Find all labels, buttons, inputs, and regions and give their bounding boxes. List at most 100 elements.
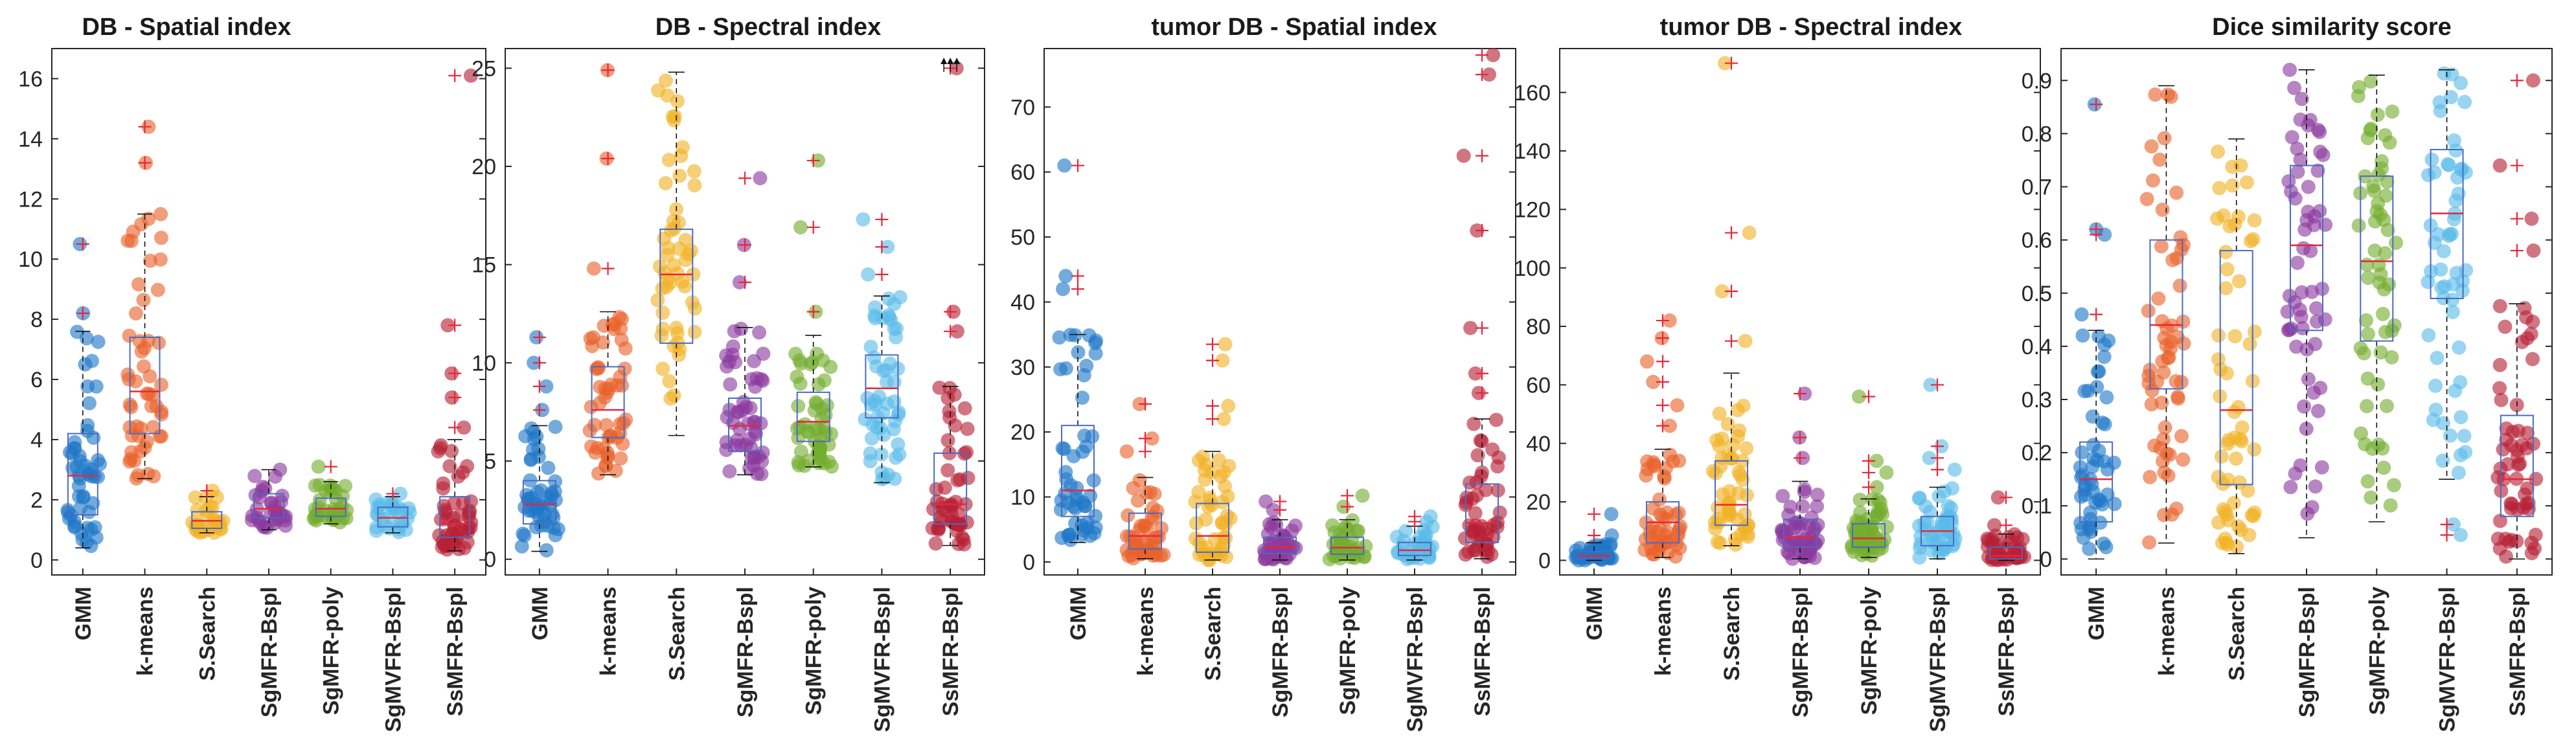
data-point (2075, 445, 2090, 460)
data-point (1121, 508, 1135, 523)
data-point (1663, 418, 1678, 433)
data-point (2528, 528, 2543, 543)
data-point (2156, 454, 2171, 469)
data-point (1604, 528, 1619, 543)
data-point (1130, 493, 1145, 508)
data-point (2151, 291, 2166, 306)
data-point (1147, 486, 1162, 501)
y-tick-label: 60 (1010, 161, 1035, 185)
data-point (154, 407, 169, 421)
panel-db-spatial-index: DB - Spatial index 0 2 4 6 8 10 12 14 16 GMM k-mea… (18, 14, 486, 732)
data-point (2229, 451, 2244, 466)
data-point (2525, 314, 2540, 329)
y-tick-label: 6 (30, 368, 43, 392)
iqr-box (1061, 425, 1095, 517)
data-point (1738, 333, 1753, 348)
data-point (2441, 157, 2456, 172)
iqr-box (659, 229, 694, 344)
data-point (661, 153, 676, 168)
data-point (2142, 535, 2157, 550)
data-point (402, 505, 417, 520)
data-point (1711, 500, 1726, 515)
data-point (1783, 519, 1797, 534)
data-point (1126, 551, 1141, 566)
data-point (655, 361, 670, 376)
data-point (2148, 87, 2163, 102)
data-point (1662, 313, 1677, 328)
data-point (153, 252, 168, 267)
y-tick-label: 0.4 (2022, 335, 2052, 359)
data-point (2221, 433, 2236, 447)
iqr-box (728, 397, 762, 452)
outlier-marker (386, 487, 400, 500)
outlier-marker (532, 356, 546, 370)
outlier-marker (2090, 223, 2103, 236)
y-tick-label: 12 (18, 187, 43, 212)
data-point (2314, 282, 2329, 297)
outlier-marker (138, 156, 152, 170)
data-point (662, 374, 677, 388)
data-point (2218, 245, 2233, 260)
x-tick-label: SgMFR-poly (1857, 587, 1882, 715)
data-point (2354, 426, 2369, 441)
data-point (205, 500, 220, 515)
data-point (1085, 429, 1100, 444)
data-point (541, 460, 556, 475)
data-point (2107, 497, 2122, 511)
outlier-marker (1931, 440, 1944, 453)
axes-frame (505, 48, 985, 576)
data-point (2492, 158, 2507, 173)
y-tick-label: 0 (2040, 547, 2052, 572)
data-point (1640, 454, 1655, 469)
data-point (2218, 532, 2233, 546)
iqr-box (1989, 546, 2023, 560)
clip-arrow (940, 58, 948, 64)
data-point (154, 230, 168, 245)
data-point (2361, 271, 2376, 286)
data-point (2426, 412, 2441, 427)
data-point (128, 306, 143, 321)
data-point (2099, 390, 2114, 405)
data-point (2314, 460, 2329, 475)
data-point (1488, 412, 1503, 427)
data-point (2453, 448, 2468, 463)
x-tick-label: SgMVFR-Bspl (2435, 587, 2460, 732)
data-point (1810, 517, 1825, 532)
data-point (2247, 442, 2262, 457)
iqr-box (2219, 250, 2253, 486)
data-point (2499, 421, 2514, 436)
data-point (2293, 152, 2308, 167)
data-point (268, 504, 282, 519)
outlier-marker (1931, 463, 1944, 477)
data-point (2312, 204, 2327, 219)
data-point (2157, 465, 2172, 480)
data-point (1860, 541, 1875, 556)
data-point (931, 521, 946, 536)
y-tick-label: 0 (1023, 550, 1035, 575)
data-point (1727, 532, 1742, 546)
data-point (1269, 517, 1284, 532)
data-point (279, 509, 293, 524)
iqr-box (865, 354, 899, 419)
data-point (1056, 282, 1071, 297)
data-point (1355, 488, 1370, 503)
x-tick-label: SgMFR-poly (1336, 587, 1360, 715)
iqr-box (253, 493, 284, 519)
data-point (154, 377, 168, 392)
x-tick-label: k-means (133, 587, 158, 676)
data-point (2097, 454, 2112, 469)
data-point (959, 445, 974, 460)
iqr-box (1465, 483, 1499, 543)
data-point (2436, 244, 2451, 259)
outlier-marker (1656, 375, 1669, 388)
data-point (2074, 307, 2089, 322)
outlier-marker (1273, 495, 1286, 508)
data-point (2231, 274, 2246, 289)
outlier-marker (2510, 159, 2524, 172)
data-point (1851, 389, 1866, 404)
data-point (1795, 499, 1810, 513)
data-point (1797, 484, 1812, 499)
data-point (2363, 74, 2378, 89)
data-point (2492, 513, 2507, 528)
iqr-box (2290, 164, 2323, 332)
